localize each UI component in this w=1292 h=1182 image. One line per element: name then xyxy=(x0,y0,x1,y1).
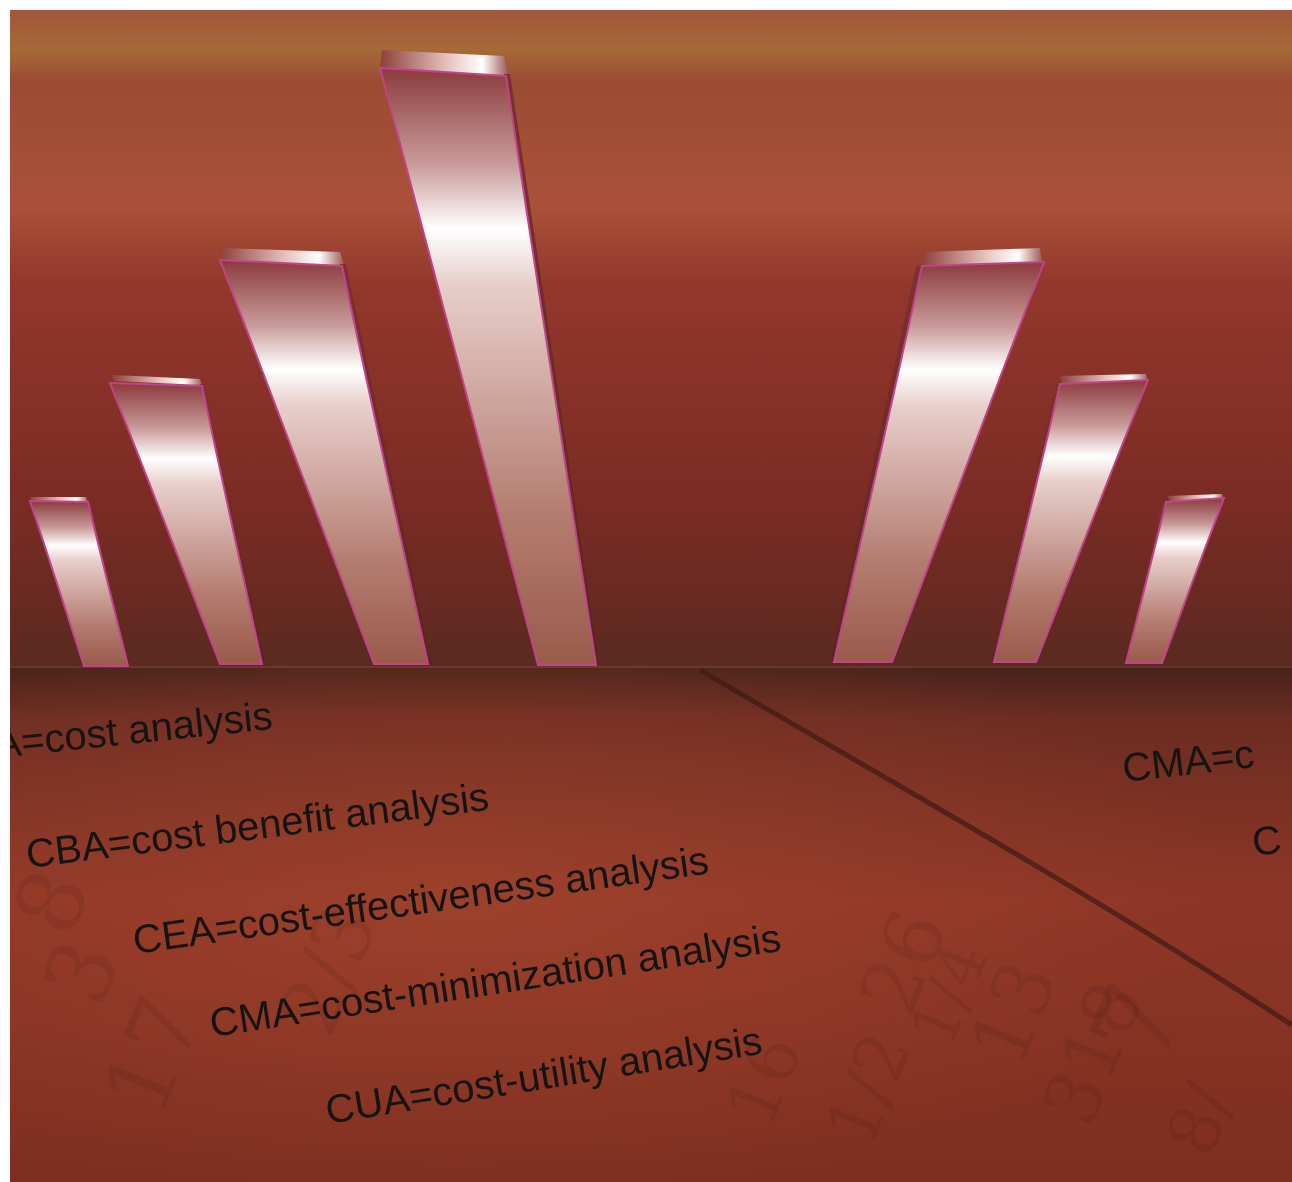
bar-left-1 xyxy=(28,497,130,667)
bar-left-4 xyxy=(378,50,600,666)
bar-left-2 xyxy=(108,375,266,665)
bar-right-3 xyxy=(1124,494,1226,664)
illustration-scene: 26 1/4 13 318 7 8/ 2/3 16 1/2 3 17 8 xyxy=(10,10,1292,1182)
floor-glow xyxy=(10,666,1292,1182)
floor-crease xyxy=(698,667,1292,1028)
illustration-svg: 26 1/4 13 318 7 8/ 2/3 16 1/2 3 17 8 xyxy=(10,10,1292,1182)
label-right-c: C xyxy=(1250,818,1284,865)
bar-left-3 xyxy=(218,248,432,665)
bar-right-1 xyxy=(830,248,1046,663)
bar-right-2 xyxy=(992,374,1150,663)
